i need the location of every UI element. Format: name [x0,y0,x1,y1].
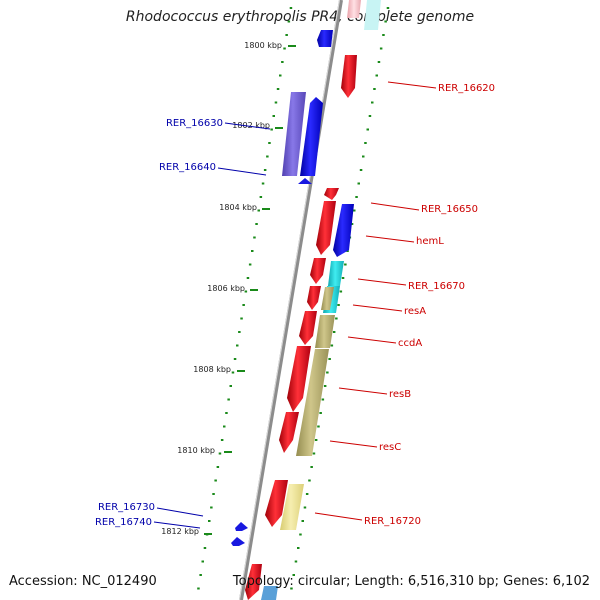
leader-line [370,202,420,211]
gene-feature [364,0,381,30]
gene-feature[interactable] [298,178,312,184]
gene-hemL[interactable] [333,204,354,257]
leader-line [352,304,403,312]
label-hemL[interactable]: hemL [416,236,444,247]
map-title: Rhodococcus erythropolis PR4, complete g… [125,9,475,25]
label-RER_16620[interactable]: RER_16620 [438,83,495,94]
label-resB[interactable]: resB [389,389,411,400]
label-RER_16740[interactable]: RER_16740 [95,517,152,528]
leader-line [357,278,407,286]
leader-line [365,235,415,243]
leader-line [347,336,397,344]
gene-resA-segment[interactable] [321,287,334,310]
ruler-label-1808: 1808 kbp [193,365,231,374]
gene-feature[interactable] [324,188,339,200]
label-RER_16650[interactable]: RER_16650 [421,204,478,215]
inner-track [231,92,323,546]
gene-RER_16740[interactable] [231,537,245,546]
gene-RER_16620[interactable] [341,55,357,98]
label-RER_16670[interactable]: RER_16670 [408,281,465,292]
genome-backbone-highlight [239,0,340,600]
ruler-label-1810: 1810 kbp [177,446,215,455]
leader-line [314,512,363,521]
gene-feature [317,30,333,47]
label-resA[interactable]: resA [404,306,426,317]
label-RER_16720[interactable]: RER_16720 [364,516,421,527]
genome-summary-text: Topology: circular; Length: 6,516,310 bp… [232,574,590,589]
gene-ccdA[interactable] [315,315,335,348]
gene-feature [347,0,361,18]
ruler-label-1802: 1802 kbp [232,121,270,130]
gene-feature[interactable] [299,311,317,345]
label-resC[interactable]: resC [379,442,401,453]
gene-RER_16630[interactable] [282,92,306,176]
ruler: 1800 kbp 1802 kbp 1804 kbp 1806 kbp 1808… [161,41,296,536]
gene-RER_16670[interactable] [328,261,344,286]
gene-RER_16720[interactable] [265,480,288,527]
gene-resC[interactable] [296,349,329,456]
leader-line [329,440,378,448]
leader-line [338,387,388,395]
gene-feature[interactable] [310,258,326,284]
label-RER_16730[interactable]: RER_16730 [98,502,155,513]
leader-line [156,507,204,517]
label-ccdA[interactable]: ccdA [398,338,422,349]
gene-feature[interactable] [261,586,278,600]
left-gene-labels: RER_16630 RER_16640 RER_16730 RER_16740 [95,118,271,529]
outer-track [245,0,381,600]
gene-resB[interactable] [287,346,311,412]
gene-feature[interactable] [245,564,262,600]
leader-line [217,167,267,176]
gene-feature[interactable] [279,412,299,453]
gene-RER_16730[interactable] [235,522,248,531]
gene-RER_16640[interactable] [300,97,323,176]
gene-RER_16650[interactable] [316,201,336,255]
leader-line [153,521,201,529]
leader-line [224,122,271,130]
scale-rails [197,7,390,590]
right-gene-labels: RER_16620 RER_16650 hemL RER_16670 resA … [314,81,495,527]
ruler-label-1800: 1800 kbp [244,41,282,50]
gene-feature[interactable] [280,484,304,530]
ruler-label-1804: 1804 kbp [219,203,257,212]
label-RER_16640[interactable]: RER_16640 [159,162,216,173]
genome-backbone [239,0,343,600]
label-RER_16630[interactable]: RER_16630 [166,118,223,129]
ruler-label-1806: 1806 kbp [207,284,245,293]
accession-text: Accession: NC_012490 [9,574,157,589]
leader-line [387,81,437,89]
gene-resA[interactable] [307,286,321,310]
ruler-label-1812: 1812 kbp [161,527,199,536]
